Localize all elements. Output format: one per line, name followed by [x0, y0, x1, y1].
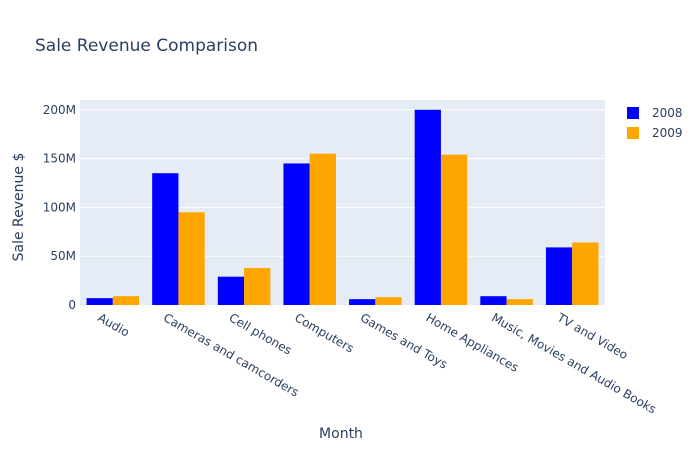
legend-label[interactable]: 2009 — [652, 126, 683, 140]
bar-2008-3[interactable] — [283, 163, 310, 305]
bar-2009-2[interactable] — [244, 267, 271, 305]
bar-2008-5[interactable] — [414, 109, 441, 305]
bar-2008-2[interactable] — [217, 276, 245, 305]
y-tick-label: 100M — [43, 200, 76, 214]
y-tick-label: 0 — [68, 298, 76, 312]
x-tick-label: Computers — [292, 310, 356, 355]
chart-title: Sale Revenue Comparison — [35, 36, 258, 56]
y-tick-label: 200M — [43, 103, 76, 117]
bar-2009-5[interactable] — [440, 154, 468, 305]
bar-2008-7[interactable] — [545, 247, 573, 305]
y-tick-label: 150M — [43, 152, 76, 166]
bar-2009-4[interactable] — [375, 297, 402, 305]
bar-2009-0[interactable] — [112, 296, 140, 305]
y-tick-label: 50M — [50, 249, 76, 263]
y-axis-title: Sale Revenue $ — [11, 153, 27, 262]
legend-swatch[interactable] — [627, 127, 639, 139]
bar-2009-1[interactable] — [178, 212, 205, 305]
bars — [86, 109, 599, 305]
bar-2009-6[interactable] — [506, 299, 533, 305]
y-axis-ticks: 0 50M 100M 150M 200M — [43, 103, 76, 312]
bar-2009-7[interactable] — [572, 242, 599, 305]
x-axis-title: Month — [319, 426, 363, 442]
legend-label[interactable]: 2008 — [652, 106, 683, 120]
bar-2008-1[interactable] — [152, 173, 179, 305]
bar-2008-6[interactable] — [480, 296, 507, 305]
bar-2009-3[interactable] — [309, 153, 336, 305]
x-tick-label: Audio — [95, 310, 132, 339]
bar-2008-0[interactable] — [86, 298, 113, 305]
legend-swatch[interactable] — [627, 107, 639, 119]
legend: 2008 2009 — [627, 106, 683, 140]
bar-2008-4[interactable] — [349, 299, 376, 305]
